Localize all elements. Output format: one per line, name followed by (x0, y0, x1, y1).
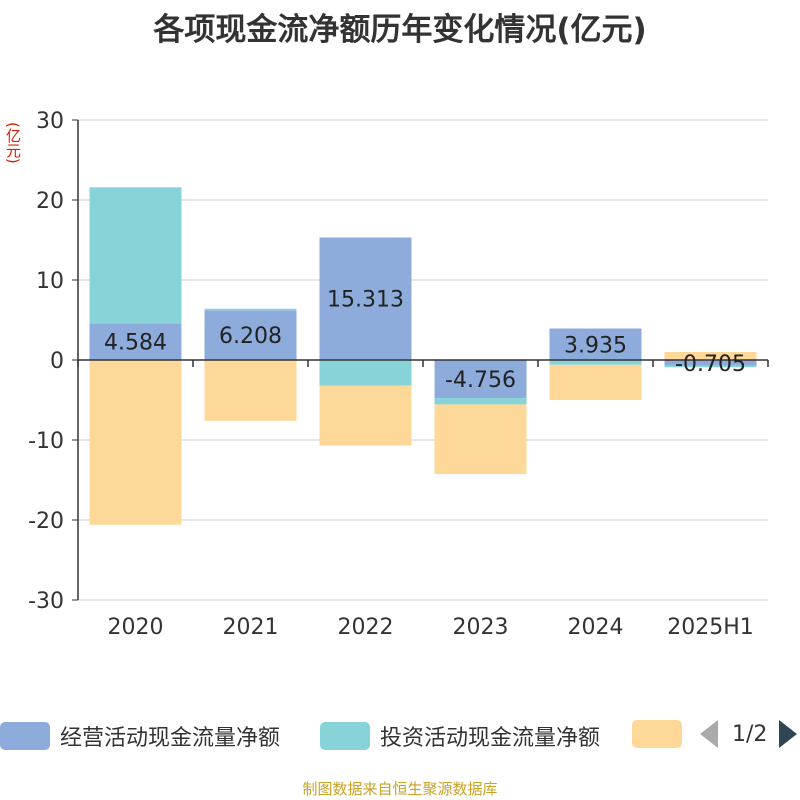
y-tick-label: 10 (36, 269, 64, 294)
legend-swatch-investing (320, 722, 370, 750)
x-tick-label: 2024 (568, 615, 624, 640)
x-tick-label: 2020 (108, 615, 164, 640)
bar-investing-2021 (204, 308, 297, 311)
y-tick-label: 30 (36, 109, 64, 134)
bar-investing-2020 (89, 187, 182, 324)
bar-third-2021 (204, 360, 297, 421)
bar-investing-2022 (319, 360, 412, 386)
bar-third-2025H1 (664, 352, 757, 360)
data-label: 15.313 (327, 288, 404, 313)
y-tick-label: -30 (28, 589, 64, 614)
legend-swatch-operating (0, 722, 50, 750)
y-tick-label: -20 (28, 509, 64, 534)
y-axis-unit-label: (亿元) (4, 122, 22, 164)
bar-operating-2022 (319, 237, 412, 360)
y-tick-label: 0 (50, 349, 64, 374)
bar-investing-2025H1 (664, 365, 757, 368)
bar-third-2022 (319, 385, 412, 446)
legend-label-operating: 经营活动现金流量净额 (60, 726, 281, 751)
bar-third-2024 (549, 364, 642, 400)
y-tick-label: 20 (36, 189, 64, 214)
data-label: 3.935 (564, 333, 627, 358)
next-page-arrow-icon[interactable] (779, 720, 798, 748)
legend-page-indicator: 1/2 (732, 721, 768, 747)
data-label: -0.705 (675, 352, 746, 377)
data-source-note: 制图数据来自恒生聚源数据库 (302, 780, 498, 798)
bar-operating-2025H1 (664, 360, 757, 366)
bar-third-2020 (89, 360, 182, 525)
legend-swatch-third (632, 720, 682, 748)
x-tick-label: 2025H1 (667, 615, 754, 640)
legend-item-investing[interactable]: 投资活动现金流量净额 (320, 720, 600, 752)
bar-chart: 30 20 10 0 -10 -20 -30 2020 2021 2022 2023 2024 2025… (28, 109, 769, 640)
legend-label-investing: 投资活动现金流量净额 (380, 726, 601, 751)
bar-investing-2024 (549, 360, 642, 365)
data-label: -4.756 (445, 368, 516, 393)
bar-operating-2021 (204, 310, 297, 360)
x-tick-label: 2022 (338, 615, 394, 640)
x-tick-label: 2023 (453, 615, 509, 640)
prev-page-arrow-icon[interactable] (700, 720, 718, 748)
data-label: 4.584 (104, 331, 167, 356)
legend-pager: 1/2 (700, 720, 798, 748)
chart-legend: 经营活动现金流量净额 投资活动现金流量净额 1/2 (0, 712, 800, 760)
legend-item-operating[interactable]: 经营活动现金流量净额 (0, 720, 280, 752)
bar-investing-2023 (434, 398, 527, 405)
legend-item-third[interactable] (632, 720, 682, 748)
bar-third-2023 (434, 404, 527, 475)
bar-operating-2023 (434, 360, 527, 399)
data-label: 6.208 (219, 324, 282, 349)
chart-title: 各项现金流净额历年变化情况(亿元) (153, 12, 647, 48)
x-tick-label: 2021 (223, 615, 279, 640)
bar-operating-2020 (89, 323, 182, 360)
bar-operating-2024 (549, 328, 642, 360)
y-tick-label: -10 (28, 429, 64, 454)
